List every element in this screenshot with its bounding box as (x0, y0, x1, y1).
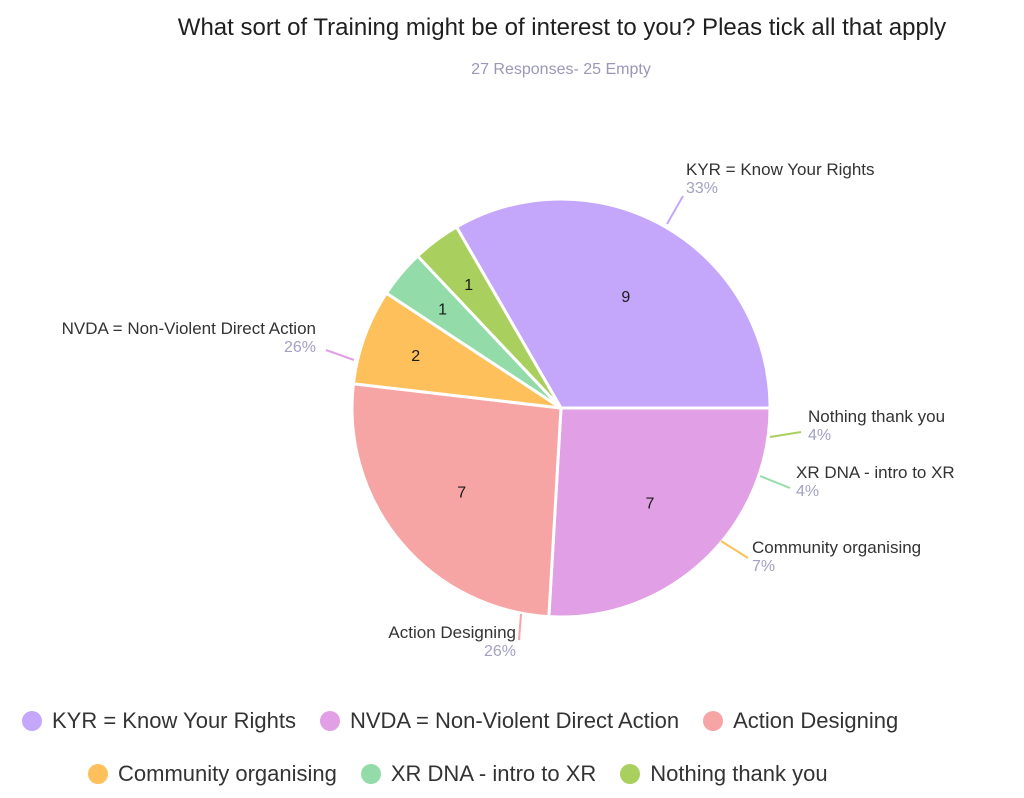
pie-slices (350, 197, 772, 619)
legend-label: Community organising (118, 761, 337, 786)
pie-slice-kyr-know-your-rights (454, 197, 772, 410)
slice-value-community-organising: 2 (411, 348, 420, 365)
slice-value-nvda-non-violent-direct-action: 7 (645, 495, 654, 512)
legend-label: Action Designing (733, 708, 899, 733)
slice-label-action-designing: Action Designing (388, 623, 516, 642)
slice-label-nothing-thank-you: Nothing thank you (808, 407, 945, 426)
leader-line-nothing-thank-you (769, 431, 802, 438)
legend-label: Nothing thank you (650, 761, 828, 786)
legend-swatch-icon (620, 764, 641, 784)
slice-label-kyr-know-your-rights: KYR = Know Your Rights (686, 160, 875, 179)
slice-percent-xr-dna-intro-to-xr: 4% (796, 483, 819, 500)
chart-title: What sort of Training might be of intere… (177, 14, 947, 41)
slice-value-nothing-thank-you: 1 (464, 277, 473, 294)
legend-label: NVDA = Non-Violent Direct Action (349, 708, 680, 733)
legend-item-xr-dna-intro-to-xr[interactable]: XR DNA - intro to XR (360, 761, 597, 787)
leader-line-kyr-know-your-rights (666, 195, 684, 225)
legend-item-nothing-thank-you[interactable]: Nothing thank you (620, 761, 828, 787)
leader-line-nvda-non-violent-direct-action (325, 349, 355, 361)
legend-item-kyr-know-your-rights[interactable]: KYR = Know Your Rights (22, 708, 296, 734)
slice-label-community-organising: Community organising (752, 538, 921, 557)
legend-label: XR DNA - intro to XR (390, 761, 597, 786)
legend-label: KYR = Know Your Rights (52, 708, 296, 733)
legend-row: KYR = Know Your Rights NVDA = Non-Violent… (22, 708, 922, 734)
pie-slice-community-organising (351, 291, 562, 410)
chart-subtitle: 27 Responses- 25 Empty (471, 61, 651, 78)
slice-label-nvda-non-violent-direct-action: NVDA = Non-Violent Direct Action (62, 319, 316, 338)
legend-swatch-icon (360, 764, 381, 784)
slice-label-xr-dna-intro-to-xr: XR DNA - intro to XR (796, 463, 955, 482)
legend-swatch-icon (703, 711, 724, 731)
leader-line-xr-dna-intro-to-xr (759, 475, 791, 489)
label-leader-lines (325, 195, 802, 641)
leader-line-action-designing (518, 613, 522, 641)
slice-percent-kyr-know-your-rights: 33% (686, 180, 718, 197)
legend-swatch-icon (22, 711, 42, 731)
slice-percent-nvda-non-violent-direct-action: 26% (284, 339, 316, 356)
leader-line-community-organising (720, 540, 749, 559)
pie-slice-action-designing (350, 382, 563, 619)
slice-percent-nothing-thank-you: 4% (808, 427, 831, 444)
slice-value-labels: 9 7 7 2 11 (411, 277, 654, 512)
legend-item-nvda-non-violent-direct-action[interactable]: NVDA = Non-Violent Direct Action (319, 708, 680, 734)
legend-row: Community organising XR DNA - intro to XR… (88, 761, 852, 787)
slice-value-kyr-know-your-rights: 9 (621, 289, 630, 306)
legend-item-action-designing[interactable]: Action Designing (703, 708, 898, 734)
legend-swatch-icon (319, 711, 340, 731)
legend-item-community-organising[interactable]: Community organising (88, 761, 337, 787)
slice-percent-community-organising: 7% (752, 558, 775, 575)
slice-percent-action-designing: 26% (484, 643, 516, 660)
slice-value-action-designing: 7 (457, 484, 466, 501)
slice-value-xr-dna-intro-to-xr: 1 (438, 302, 447, 319)
legend-swatch-icon (88, 764, 108, 784)
pie-slice-nvda-non-violent-direct-action (547, 406, 772, 619)
pie-slice-nothing-thank-you (415, 224, 563, 410)
